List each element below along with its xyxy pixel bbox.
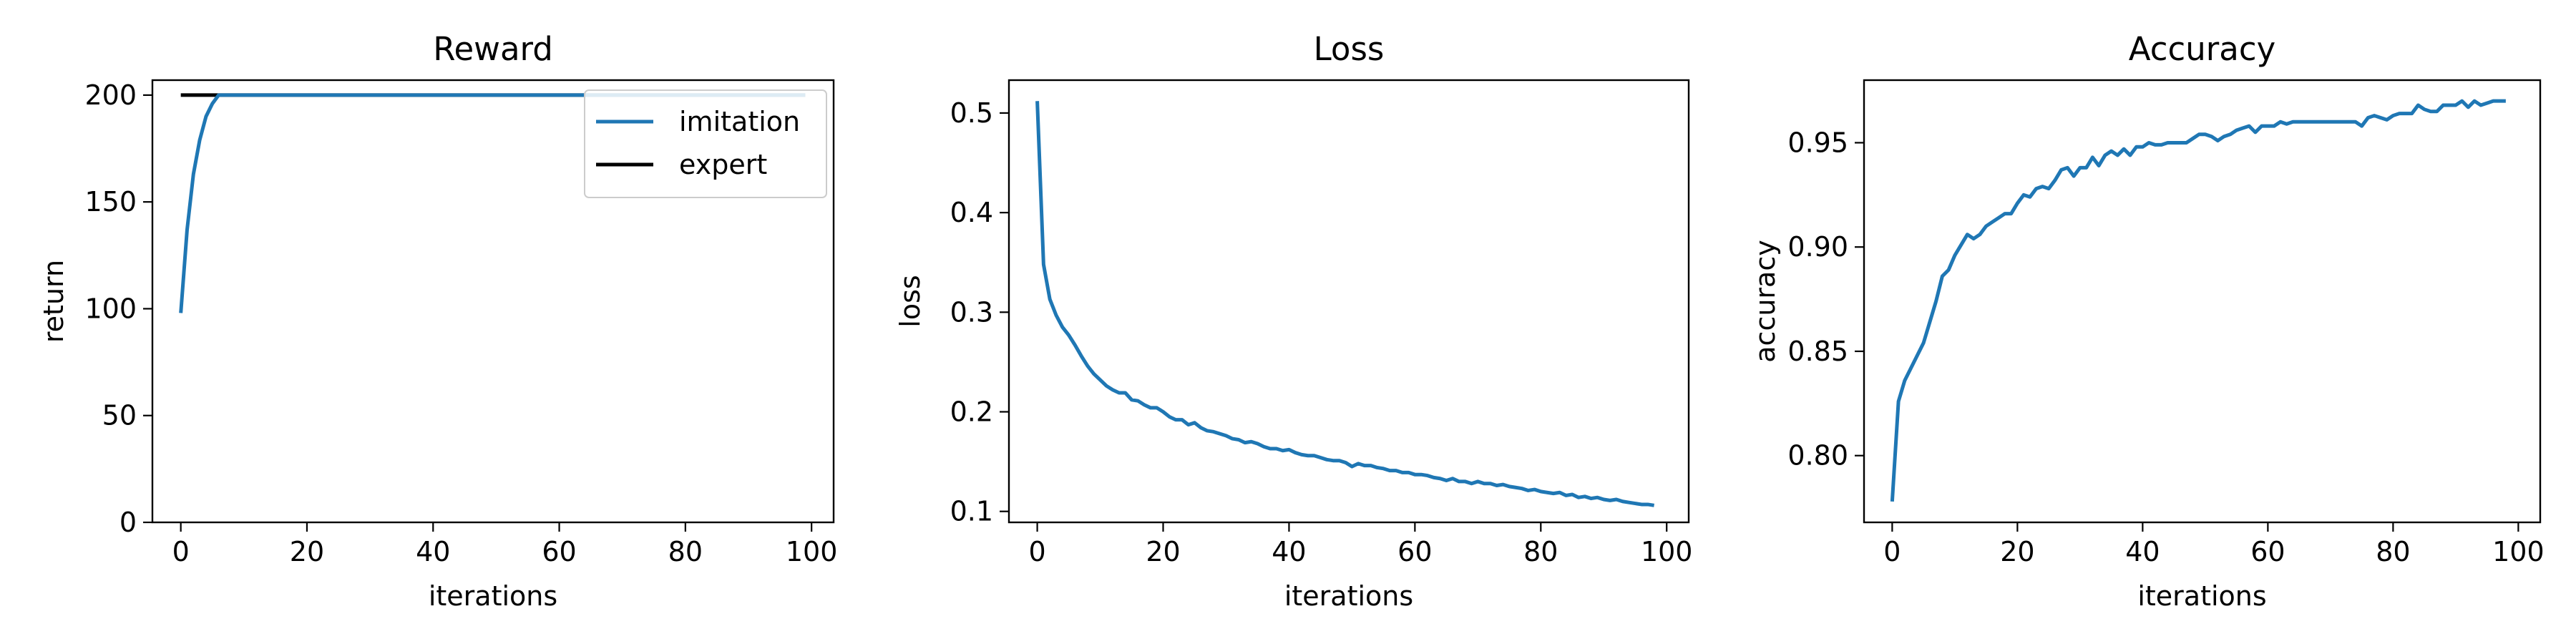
y-tick-label: 200 [84, 79, 137, 111]
legend-box [584, 89, 827, 198]
x-tick-label: 80 [2376, 536, 2410, 567]
series-line-panel2-0 [1890, 99, 2506, 502]
y-tick-label: 0.80 [1787, 440, 1848, 472]
chart-panel-2: 0 20 40 60 80 100 0.80 0.85 0.90 0.95 Accuracy iter… [1750, 30, 2545, 612]
x-tick-label: 80 [668, 536, 703, 567]
y-tick-label: 0.4 [950, 197, 993, 228]
y-tick-label: 0.2 [950, 396, 993, 428]
legend-label-expert: expert [679, 149, 767, 180]
x-tick-label: 0 [1028, 536, 1045, 567]
x-axis-label: iterations [429, 580, 557, 612]
x-axis-label: iterations [2137, 580, 2266, 612]
legend: imitation expert [584, 89, 827, 198]
chart-title: Loss [1314, 30, 1385, 68]
x-tick-label: 100 [1641, 536, 1693, 567]
x-tick-label: 60 [1397, 536, 1432, 567]
chart-title: Reward [433, 30, 553, 68]
x-tick-label: 20 [290, 536, 324, 567]
x-tick-label: 100 [2492, 536, 2545, 567]
y-tick-label: 100 [84, 293, 137, 324]
y-tick-label: 0.95 [1787, 127, 1848, 158]
y-tick-label: 0.3 [950, 296, 993, 328]
axes-frame [151, 79, 835, 524]
chart-panel-0: 0 20 40 60 80 100 0 50 100 150 200 Reward iterations… [38, 30, 837, 612]
legend-label-imitation: imitation [679, 106, 800, 137]
y-tick-label: 0.85 [1787, 336, 1848, 367]
x-tick-label: 80 [1523, 536, 1558, 567]
x-tick-label: 40 [416, 536, 450, 567]
chart-title: Accuracy [2129, 30, 2275, 68]
x-tick-label: 40 [2125, 536, 2160, 567]
y-tick-label: 0 [119, 507, 137, 538]
axes-frame [1008, 79, 1690, 524]
x-tick-label: 0 [172, 536, 190, 567]
x-tick-label: 60 [2250, 536, 2285, 567]
y-tick-label: 0.1 [950, 496, 993, 527]
y-tick-label: 0.5 [950, 97, 993, 129]
x-tick-label: 100 [786, 536, 838, 567]
y-tick-label: 150 [84, 186, 137, 218]
x-tick-label: 20 [2000, 536, 2034, 567]
x-axis-label: iterations [1284, 580, 1413, 612]
y-tick-label: 0.90 [1787, 231, 1848, 263]
y-axis-label: return [38, 260, 69, 343]
axes-frame [1863, 79, 2542, 524]
y-axis-label: accuracy [1750, 240, 1781, 362]
y-axis-label: loss [894, 275, 926, 327]
x-tick-label: 0 [1883, 536, 1901, 567]
series-line-panel1-0 [1035, 101, 1655, 507]
chart-panel-1: 0 20 40 60 80 100 0.1 0.2 0.3 0.4 0.5 Loss iteration… [894, 30, 1692, 612]
x-tick-label: 60 [542, 536, 576, 567]
y-tick-label: 50 [102, 400, 137, 431]
x-tick-label: 40 [1272, 536, 1306, 567]
x-tick-label: 20 [1146, 536, 1180, 567]
